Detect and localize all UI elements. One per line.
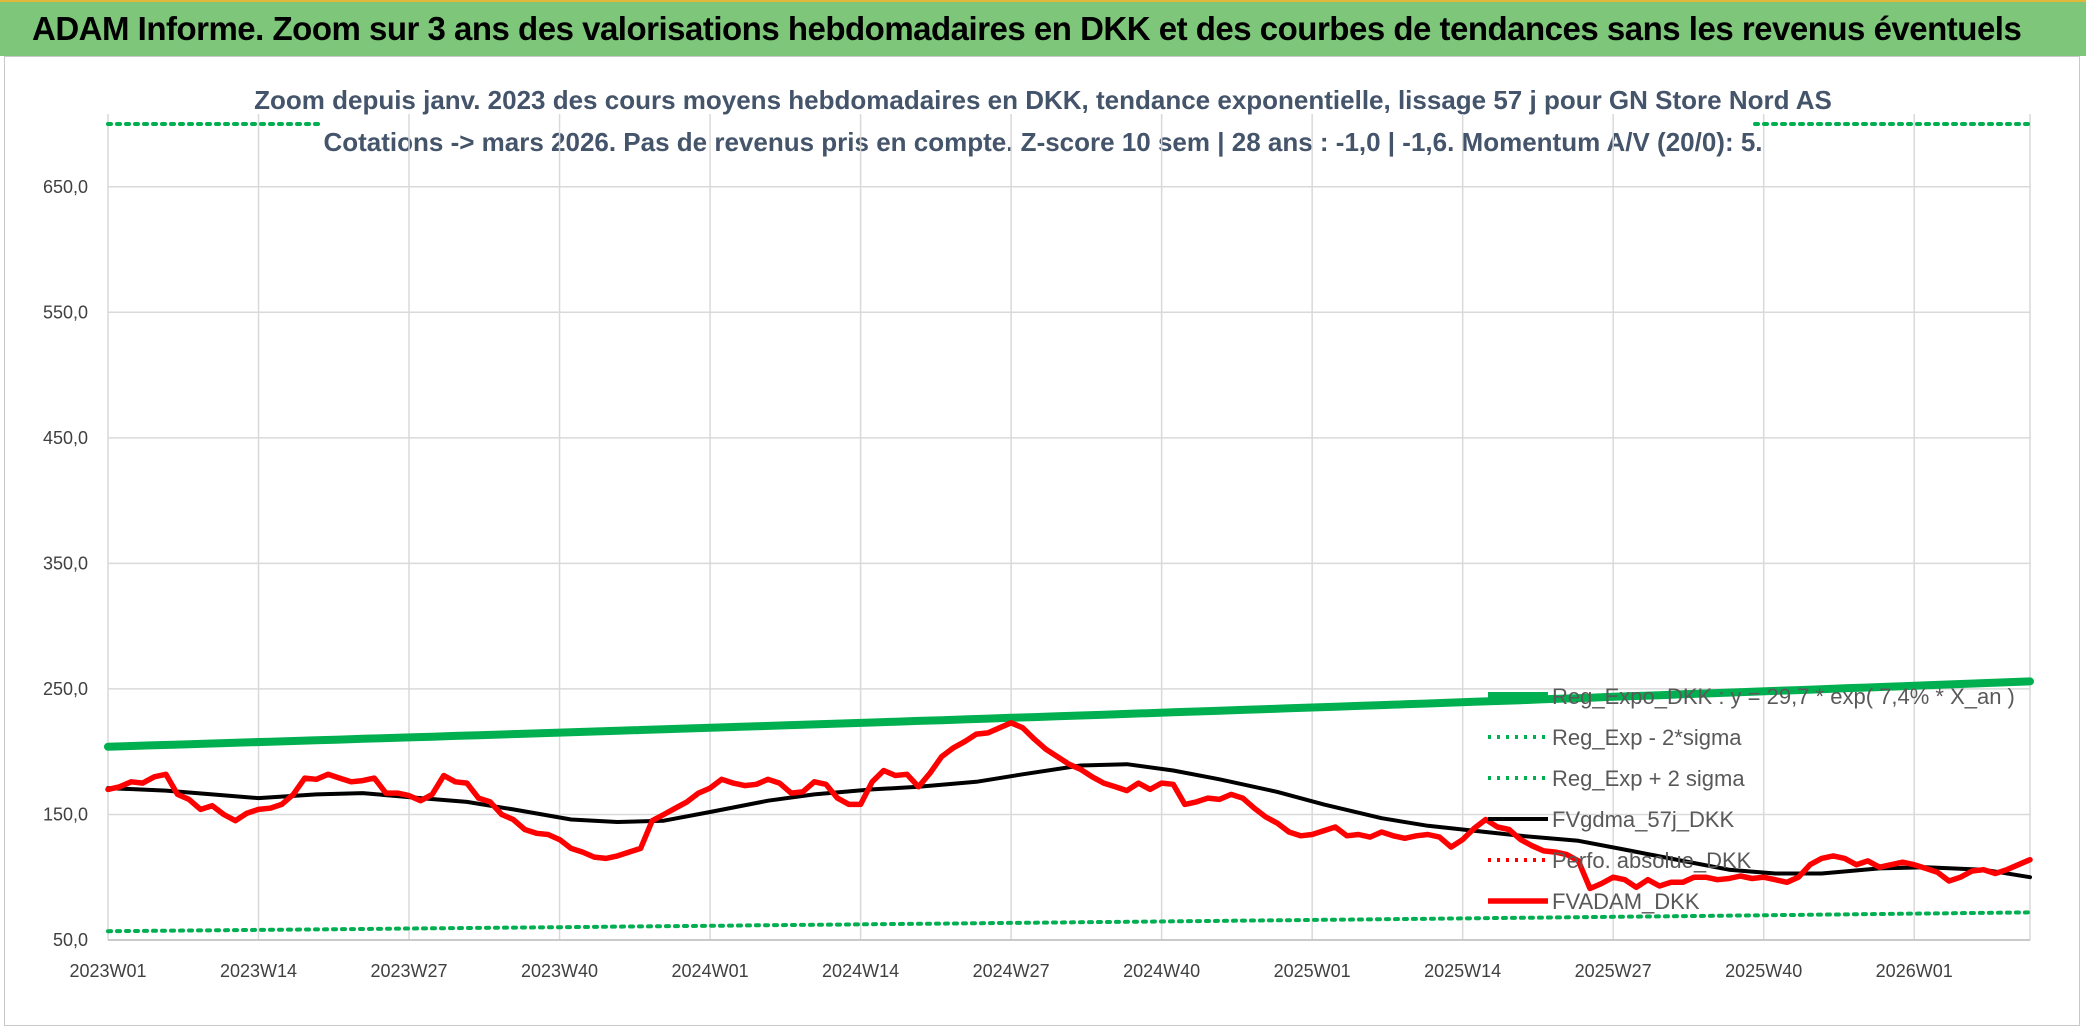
x-tick-label: 2024W01 (672, 961, 749, 981)
y-tick-label: 150,0 (43, 804, 88, 824)
axis-layer: 50,0 150,0 250,0 350,0 450,0 550,0 650,0 2023W0… (43, 177, 2030, 981)
y-tick-label: 350,0 (43, 553, 88, 573)
x-tick-label: 2025W01 (1274, 961, 1351, 981)
legend-label: Reg_Expo_DKK : y = 29,7 * exp( 7,4% * X_… (1552, 684, 2015, 709)
y-tick-label: 50,0 (53, 930, 88, 950)
x-tick-label: 2023W27 (371, 961, 448, 981)
y-tick-label: 550,0 (43, 302, 88, 322)
series-layer (104, 122, 2034, 934)
series-line-3 (106, 762, 2032, 880)
y-tick-label: 650,0 (43, 177, 88, 197)
legend-label: Reg_Exp + 2 sigma (1552, 766, 1745, 791)
chart-frame (4, 56, 2080, 1026)
x-tick-label: 2023W40 (521, 961, 598, 981)
header-bar: ADAM Informe. Zoom sur 3 ans des valoris… (0, 0, 2086, 56)
grid-layer (107, 114, 2031, 941)
x-tick-label: 2025W40 (1725, 961, 1802, 981)
chart-title-line2: Cotations -> mars 2026. Pas de revenus p… (323, 127, 1762, 157)
page-title: ADAM Informe. Zoom sur 3 ans des valoris… (32, 10, 2022, 47)
x-tick-label: 2024W40 (1123, 961, 1200, 981)
x-tick-label: 2025W14 (1424, 961, 1501, 981)
x-tick-label: 2023W01 (69, 961, 146, 981)
legend: Reg_Expo_DKK : y = 29,7 * exp( 7,4% * X_… (1488, 684, 2015, 914)
legend-label: FVADAM_DKK (1552, 889, 1700, 914)
legend-label: FVgdma_57j_DKK (1552, 807, 1735, 832)
x-tick-label: 2026W01 (1876, 961, 1953, 981)
legend-label: Reg_Exp - 2*sigma (1552, 725, 1742, 750)
y-tick-label: 250,0 (43, 679, 88, 699)
x-tick-label: 2024W27 (973, 961, 1050, 981)
series-line-1 (106, 910, 2032, 934)
series-line-5 (105, 720, 2033, 892)
x-tick-label: 2024W14 (822, 961, 899, 981)
x-tick-label: 2023W14 (220, 961, 297, 981)
y-tick-label: 450,0 (43, 428, 88, 448)
legend-label: Perfo. absolue_DKK (1552, 848, 1752, 873)
series-line-0 (104, 677, 2034, 751)
chart-title-line1: Zoom depuis janv. 2023 des cours moyens … (254, 85, 1832, 115)
x-tick-label: 2025W27 (1575, 961, 1652, 981)
